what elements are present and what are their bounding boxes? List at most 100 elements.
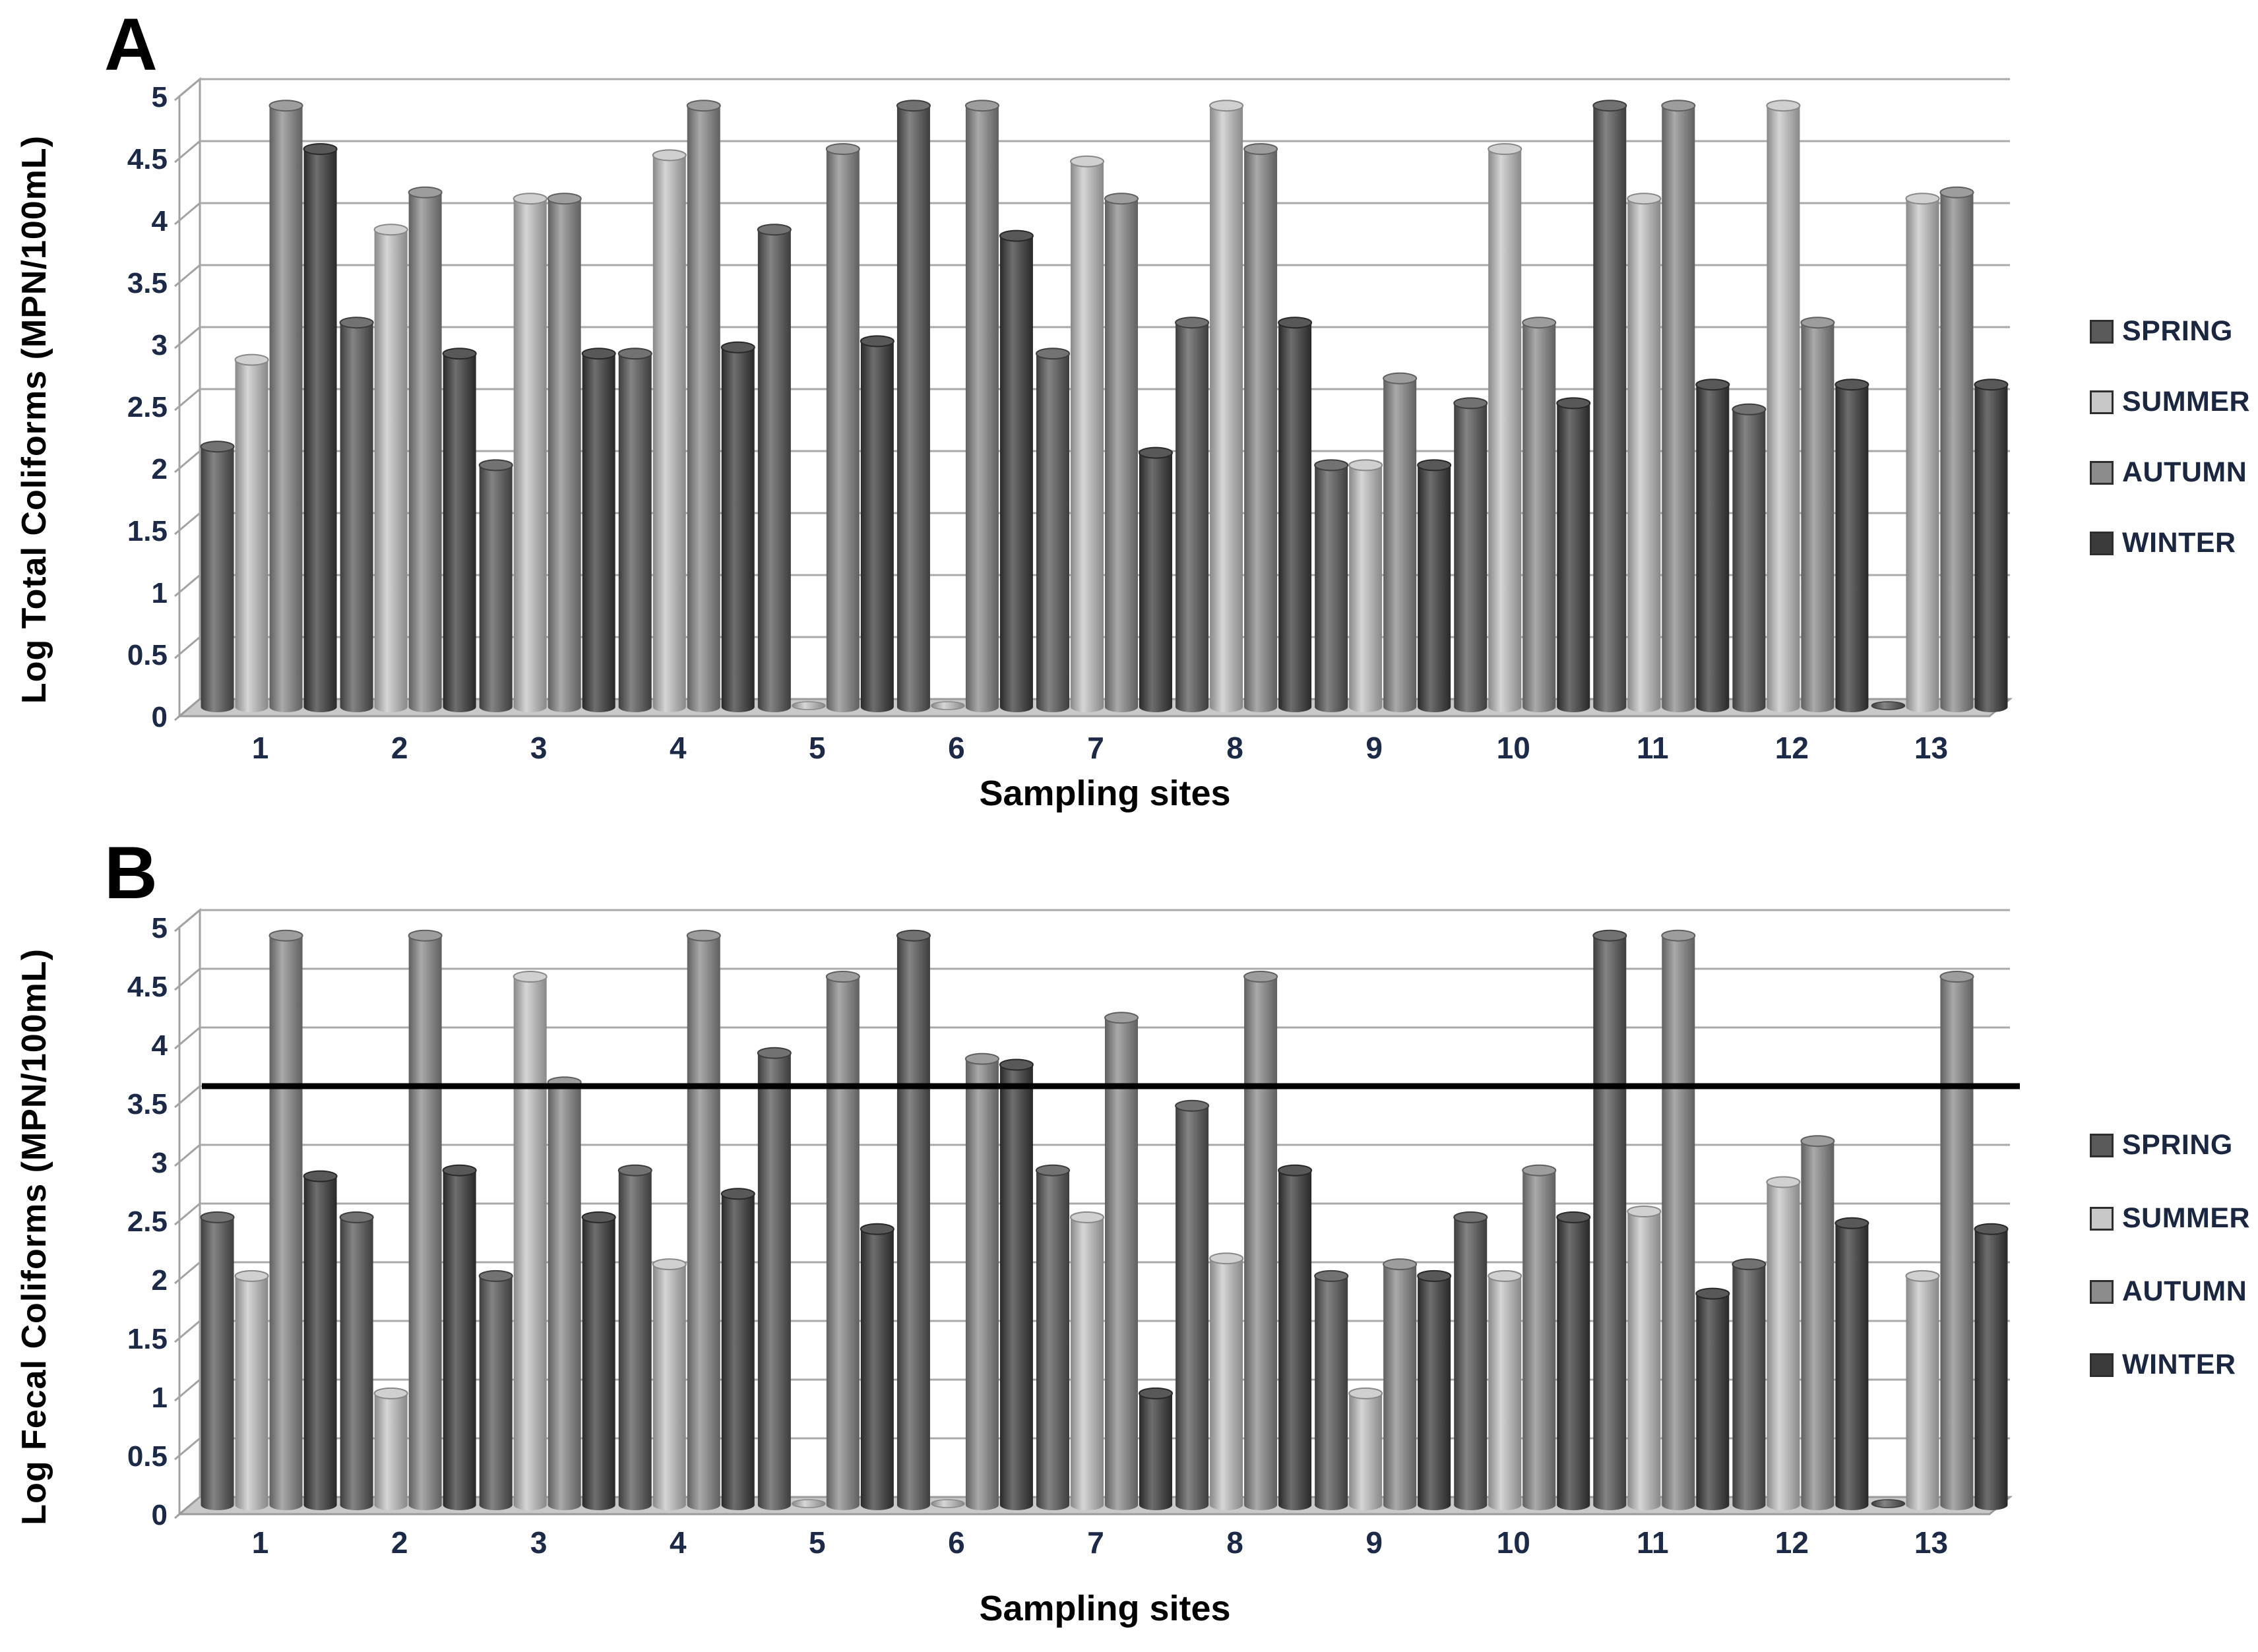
bar-B-site10-winter bbox=[1557, 1217, 1590, 1505]
bar-top-B-site7-winter bbox=[1139, 1387, 1173, 1399]
bar-B-site7-spring bbox=[1036, 1170, 1069, 1505]
bar-top-A-site8-summer bbox=[1209, 100, 1244, 112]
chart-A-xtick-label-13: 13 bbox=[1914, 731, 1948, 765]
chart-B-ytick-label-3.5: 3.5 bbox=[127, 1088, 168, 1120]
chart-B-ytick-label-0.5: 0.5 bbox=[127, 1440, 168, 1473]
bar-B-site12-spring bbox=[1732, 1264, 1766, 1505]
bar-A-site6-winter bbox=[999, 235, 1033, 708]
bar-top-B-site1-autumn bbox=[268, 929, 303, 942]
chart-A-tick-3.5 bbox=[174, 264, 201, 288]
bar-A-site1-autumn bbox=[269, 106, 303, 707]
bar-B-site13-summer bbox=[1906, 1275, 1939, 1505]
bar-B-site8-autumn bbox=[1244, 977, 1278, 1505]
bar-zero-A-site6-summer bbox=[931, 701, 965, 710]
bar-B-site6-spring bbox=[896, 935, 930, 1505]
bar-A-site2-summer bbox=[374, 229, 408, 707]
bar-top-A-site1-winter bbox=[303, 143, 338, 155]
chart-a-canvas: 00.511.522.533.544.551 2 3 4 5 6 7 8 9 10 11 12 13 bbox=[127, 76, 2013, 765]
bar-A-site1-winter bbox=[303, 149, 337, 707]
chart-B-xtick-label-2: 2 bbox=[391, 1525, 408, 1560]
bar-A-site8-spring bbox=[1176, 322, 1209, 707]
bar-top-B-site6-autumn bbox=[964, 1053, 999, 1065]
chart-B-ytick-label-1: 1 bbox=[152, 1382, 168, 1414]
chart-B-tick-2.5 bbox=[174, 1202, 201, 1226]
bar-top-A-site2-autumn bbox=[408, 186, 443, 199]
bar-top-A-site1-spring bbox=[200, 441, 235, 453]
bar-B-site10-spring bbox=[1454, 1217, 1488, 1505]
bar-A-site3-autumn bbox=[548, 199, 581, 707]
bar-top-B-site9-spring bbox=[1314, 1270, 1349, 1282]
chart-B-xtick-label-11: 11 bbox=[1637, 1525, 1669, 1560]
bar-top-B-site10-spring bbox=[1453, 1211, 1488, 1223]
chart-A-ytick-label-3: 3 bbox=[152, 329, 168, 361]
chart-a-y-axis-title: Log Total Coliforms (MPN/100mL) bbox=[15, 135, 53, 704]
chart-B-tick-3.5 bbox=[174, 1085, 201, 1109]
bar-top-B-site7-summer bbox=[1070, 1211, 1104, 1223]
bar-top-A-site7-spring bbox=[1036, 348, 1070, 360]
bar-B-site12-winter bbox=[1835, 1223, 1869, 1505]
bar-top-A-site4-autumn bbox=[686, 100, 721, 112]
bar-top-B-site9-winter bbox=[1417, 1270, 1452, 1282]
chart-B-xtick-label-10: 10 bbox=[1497, 1525, 1530, 1560]
chart-A-ytick-label-4: 4 bbox=[152, 205, 168, 237]
bar-A-site3-winter bbox=[582, 353, 615, 707]
bar-B-site5-winter bbox=[860, 1229, 894, 1505]
bar-top-B-site13-winter bbox=[1974, 1223, 2009, 1235]
legend-label-spring: SPRING bbox=[2122, 315, 2233, 347]
chart-B-tick-1.5 bbox=[174, 1320, 201, 1343]
bar-top-A-site5-autumn bbox=[825, 143, 860, 155]
chart-B-ytick-label-4.5: 4.5 bbox=[127, 971, 168, 1003]
legend-swatch-summer bbox=[2090, 390, 2114, 414]
bar-A-site3-spring bbox=[479, 465, 513, 707]
bar-top-A-site11-spring bbox=[1592, 100, 1627, 112]
chart-B-xtick-label-1: 1 bbox=[252, 1525, 269, 1560]
legend-swatch-autumn bbox=[2090, 460, 2114, 485]
bar-top-A-site11-winter bbox=[1695, 379, 1730, 391]
bar-B-site5-autumn bbox=[826, 977, 860, 1505]
panel-a-label: A bbox=[104, 3, 158, 86]
chart-A-ytick-label-4.5: 4.5 bbox=[127, 143, 168, 175]
bar-top-A-site8-winter bbox=[1278, 317, 1313, 329]
bar-top-B-site13-summer bbox=[1905, 1270, 1940, 1282]
bar-top-B-site8-spring bbox=[1175, 1099, 1210, 1112]
bar-top-A-site6-spring bbox=[896, 100, 931, 112]
bar-B-site9-spring bbox=[1315, 1275, 1348, 1505]
bar-top-B-site5-autumn bbox=[825, 971, 860, 983]
legend-label-autumn: AUTUMN bbox=[2122, 456, 2247, 488]
bar-top-A-site10-winter bbox=[1556, 397, 1591, 410]
chart-A-ytick-label-1: 1 bbox=[152, 577, 168, 609]
bar-top-A-site13-winter bbox=[1974, 379, 2009, 391]
chart-A-ytick-label-2.5: 2.5 bbox=[127, 391, 168, 423]
bar-top-A-site10-autumn bbox=[1522, 317, 1557, 329]
legend-swatch-winter bbox=[2090, 1353, 2114, 1377]
bar-top-B-site9-autumn bbox=[1383, 1258, 1418, 1271]
bar-top-A-site4-spring bbox=[617, 348, 652, 360]
bar-A-site4-spring bbox=[618, 353, 652, 707]
bar-B-site9-winter bbox=[1418, 1275, 1451, 1505]
chart-A-tick-3 bbox=[174, 326, 201, 350]
chart-A-xtick-label-8: 8 bbox=[1226, 731, 1243, 765]
bar-B-site10-autumn bbox=[1522, 1170, 1556, 1505]
bar-A-site9-spring bbox=[1315, 465, 1348, 707]
chart-B-ytick-label-2.5: 2.5 bbox=[127, 1206, 168, 1238]
chart-b-x-axis-title: Sampling sites bbox=[979, 1589, 1231, 1628]
bar-top-A-site3-autumn bbox=[547, 193, 582, 205]
bar-A-site7-spring bbox=[1036, 353, 1069, 707]
bar-B-site3-winter bbox=[582, 1217, 615, 1505]
bar-B-site13-winter bbox=[1974, 1229, 2008, 1505]
bar-A-site5-spring bbox=[757, 229, 791, 707]
bar-top-B-site5-winter bbox=[860, 1223, 894, 1235]
chart-A-tick-2.5 bbox=[174, 388, 201, 412]
bar-top-B-site11-autumn bbox=[1661, 929, 1696, 942]
bar-top-B-site7-autumn bbox=[1104, 1012, 1139, 1024]
bar-top-B-site4-spring bbox=[617, 1164, 652, 1177]
bar-top-A-site1-autumn bbox=[268, 100, 303, 112]
bar-top-A-site12-summer bbox=[1766, 100, 1801, 112]
bar-B-site2-winter bbox=[443, 1170, 476, 1505]
bar-top-B-site1-spring bbox=[200, 1211, 235, 1223]
chart-A-xtick-label-4: 4 bbox=[670, 731, 687, 765]
bar-top-A-site3-summer bbox=[513, 193, 548, 205]
bar-top-A-site6-autumn bbox=[964, 100, 999, 112]
bar-top-B-site11-summer bbox=[1627, 1206, 1662, 1217]
